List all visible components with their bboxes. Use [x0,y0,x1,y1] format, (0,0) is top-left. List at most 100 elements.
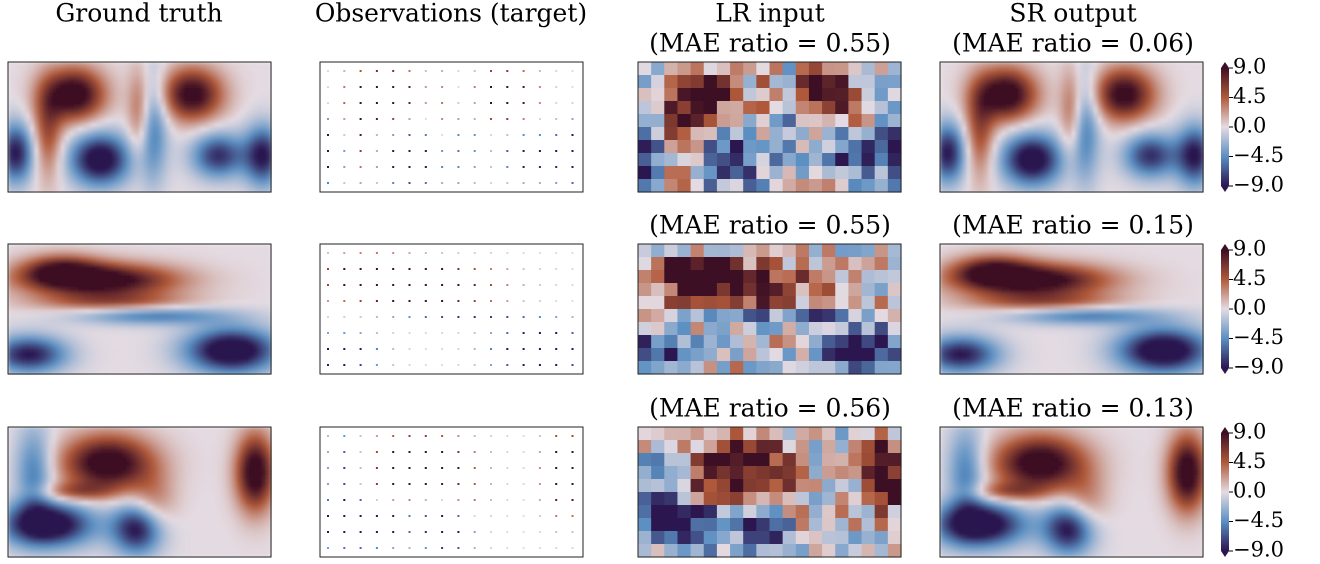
field-cell [8,75,13,80]
field-cell [240,75,245,80]
field-cell [1164,127,1169,132]
field-cell [175,166,180,171]
field-cell [966,88,971,93]
field-cell [52,62,57,67]
field-cell [979,84,984,89]
field-cell [1036,75,1041,80]
field-cell [8,335,13,340]
field-cell [962,123,967,128]
field-cell [1023,149,1028,154]
field-cell [104,287,109,292]
field-cell [1067,62,1072,67]
field-cell [809,127,823,141]
field-cell [69,365,74,370]
field-cell [1107,157,1112,162]
field-cell [122,149,127,154]
field-cell [161,114,166,119]
field-cell [47,118,52,123]
field-cell [218,66,223,71]
field-cell [26,244,31,249]
observation-dot [523,70,525,72]
field-cell [1015,144,1020,149]
observation-dot [392,134,394,136]
field-cell [1115,153,1120,158]
field-cell [756,88,770,102]
field-cell [1155,114,1160,119]
field-cell [1001,166,1006,171]
field-cell [677,114,691,128]
field-cell [1115,88,1120,93]
field-cell [1023,123,1028,128]
field-cell [1159,118,1164,123]
field-cell [12,305,17,310]
field-cell [988,144,993,149]
field-cell [1050,97,1055,102]
field-cell [161,123,166,128]
field-cell [87,283,92,288]
field-cell [966,183,971,188]
field-cell [148,62,153,67]
field-cell [30,309,35,314]
field-cell [65,266,70,271]
field-cell [262,97,267,102]
field-cell [8,270,13,275]
field-cell [113,144,118,149]
field-cell [730,101,744,115]
field-cell [1111,118,1116,123]
field-cell [1181,71,1186,76]
field-cell [56,144,61,149]
field-cell [1023,131,1028,136]
field-cell [153,296,158,301]
field-cell [52,157,57,162]
field-cell [988,179,993,184]
field-cell [1181,183,1186,188]
field-cell [249,92,254,97]
field-cell [144,153,149,158]
field-cell [39,114,44,119]
field-cell [47,339,52,344]
field-cell [74,357,79,362]
field-cell [984,71,989,76]
field-cell [210,62,215,67]
field-cell [949,101,954,106]
field-cell [12,357,17,362]
field-cell [47,266,52,271]
field-cell [118,157,123,162]
field-cell [135,166,140,171]
field-cell [1115,170,1120,175]
field-cell [1164,62,1169,67]
field-cell [183,166,188,171]
field-cell [17,175,22,180]
observation-dot [555,150,557,152]
field-cell [144,365,149,370]
field-cell [966,118,971,123]
field-cell [39,157,44,162]
field-cell [8,136,13,141]
field-cell [34,283,39,288]
field-cell [223,84,228,89]
observation-dot [490,70,492,72]
field-cell [183,162,188,167]
field-cell [47,348,52,353]
field-cell [26,144,31,149]
field-cell [1098,131,1103,136]
field-cell [258,123,263,128]
field-cell [210,136,215,141]
field-cell [236,175,241,180]
field-cell [61,248,66,253]
field-cell [1181,79,1186,84]
field-cell [1015,123,1020,128]
field-cell [1190,162,1195,167]
field-cell [87,131,92,136]
field-cell [61,287,66,292]
field-cell [21,97,26,102]
field-cell [17,261,22,266]
field-cell [104,244,109,249]
field-cell [47,166,52,171]
field-cell [170,92,175,97]
field-cell [677,62,691,76]
field-cell [1006,179,1011,184]
field-cell [971,153,976,158]
field-cell [183,110,188,115]
observation-dot [474,182,476,184]
